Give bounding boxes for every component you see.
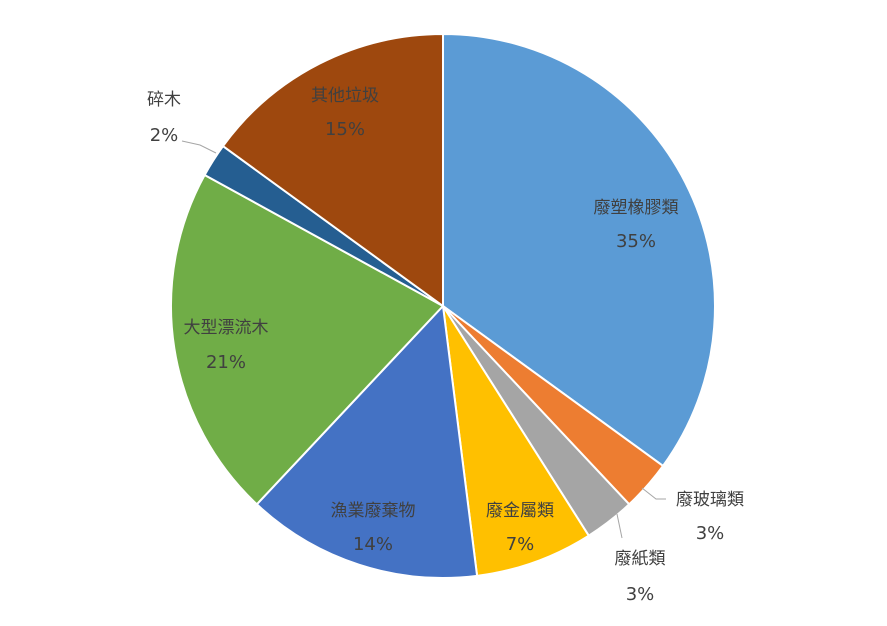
leader-line-2 (641, 487, 666, 500)
pie-slice-6 (170, 173, 444, 506)
data-label-percent-6: 21% (206, 352, 246, 373)
data-label-name-3: 廢紙類 (615, 549, 666, 569)
data-label-percent-3: 3% (626, 584, 655, 605)
leader-line-7 (181, 140, 217, 154)
data-label-name-4: 廢金屬類 (486, 501, 554, 521)
pie-slice-1 (442, 33, 716, 467)
pie-slice-8 (221, 33, 444, 307)
slices-layer (170, 33, 716, 579)
data-label-name-1: 廢塑橡膠類 (594, 198, 679, 218)
leader-line-3 (616, 513, 623, 539)
pie-slice-5 (255, 305, 479, 579)
data-label-percent-4: 7% (506, 534, 535, 555)
data-label-percent-2: 3% (696, 523, 725, 544)
pie-slice-4 (442, 305, 590, 577)
data-label-name-8: 其他垃圾 (311, 86, 379, 106)
data-label-percent-5: 14% (353, 534, 393, 555)
data-label-name-5: 漁業廢棄物 (331, 501, 416, 521)
data-label-name-6: 大型漂流木 (184, 318, 269, 338)
data-label-name-2: 廢玻璃類 (676, 490, 744, 510)
data-label-percent-7: 2% (150, 125, 179, 146)
data-labels-layer: 廢塑橡膠類 35% 廢玻璃類 3% 廢紙類 3% 廢金屬類 7% 漁業廢棄物 14% 大型漂流木 21… (147, 86, 744, 605)
data-label-name-7: 碎木 (147, 90, 181, 110)
leader-lines-layer (181, 140, 666, 539)
data-label-percent-8: 15% (325, 119, 365, 140)
data-label-percent-1: 35% (616, 231, 656, 252)
